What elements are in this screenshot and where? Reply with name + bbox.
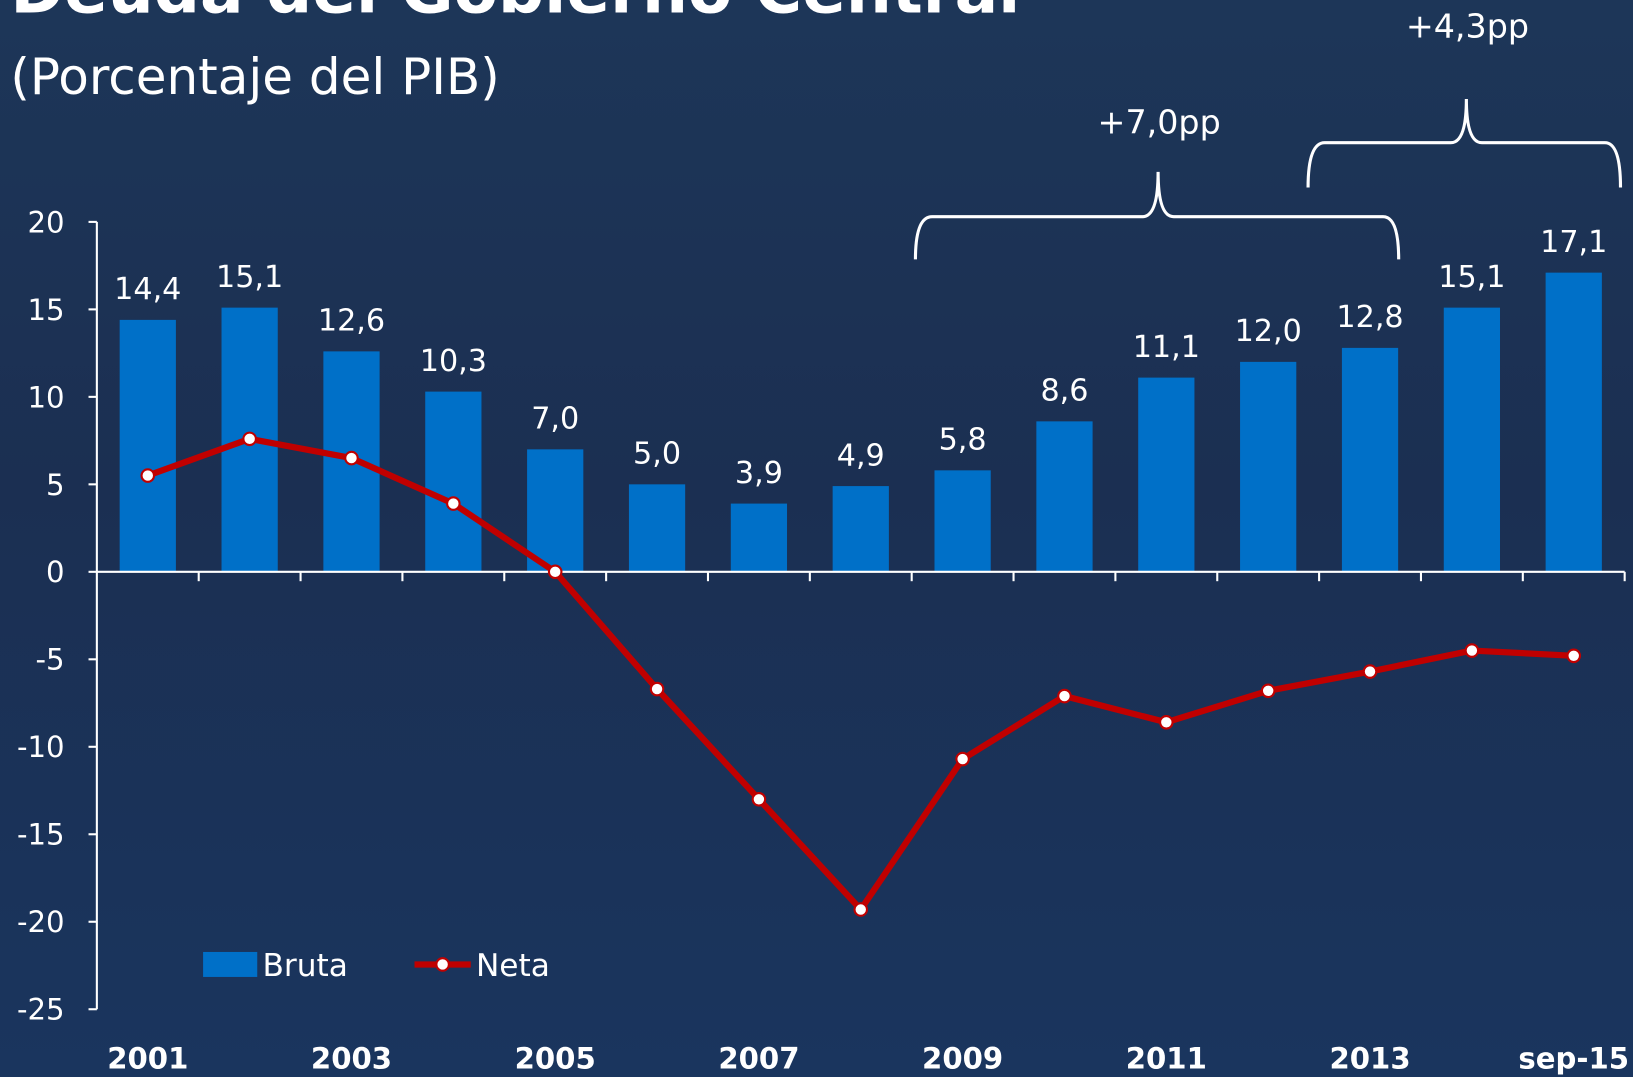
line-marker <box>344 450 359 466</box>
bar <box>934 470 991 572</box>
chart-title: Deuda del Gobierno Central <box>10 0 1020 29</box>
legend-swatch <box>435 957 450 972</box>
y-tick-label: -15 <box>17 818 65 852</box>
line-marker <box>1464 643 1480 658</box>
bar <box>628 484 686 572</box>
line-marker <box>140 468 156 483</box>
x-tick-label: 2011 <box>1126 1042 1207 1076</box>
data-label: 15,1 <box>216 260 283 295</box>
x-tick-label: sep-15 <box>1518 1042 1629 1076</box>
x-tick-label: 2013 <box>1329 1042 1410 1076</box>
bar <box>832 486 889 572</box>
x-tick-label: 2001 <box>107 1042 188 1076</box>
legend-label: Bruta <box>262 948 347 984</box>
legend-swatch <box>203 951 258 977</box>
bar <box>1341 347 1399 572</box>
data-label: 10,3 <box>420 344 487 379</box>
line-marker <box>242 431 257 447</box>
y-tick-label: 5 <box>46 468 65 502</box>
data-label: 12,8 <box>1336 300 1403 335</box>
data-label: 12,6 <box>318 304 385 339</box>
y-tick-label: -20 <box>17 905 65 939</box>
data-label: 12,0 <box>1235 314 1302 349</box>
x-tick-label: 2003 <box>311 1042 392 1076</box>
line-marker <box>1260 683 1276 699</box>
y-tick-label: 20 <box>27 205 64 239</box>
line-marker <box>1362 664 1378 679</box>
data-label: 8,6 <box>1040 374 1088 409</box>
data-label: 4,9 <box>837 438 885 473</box>
line-marker <box>649 681 665 697</box>
x-tick-label: 2007 <box>718 1042 799 1076</box>
bar <box>1443 307 1501 572</box>
bracket <box>913 171 1401 260</box>
data-label: 14,4 <box>114 272 181 307</box>
x-tick-label: 2005 <box>515 1042 596 1076</box>
y-tick-label: 0 <box>46 555 65 589</box>
line-marker <box>1159 715 1174 730</box>
data-label: 5,8 <box>939 423 987 458</box>
data-label: 5,0 <box>633 437 681 472</box>
line-marker <box>853 902 869 917</box>
bar <box>527 449 584 572</box>
annotation: +4,3pp <box>1406 7 1529 46</box>
line-marker <box>547 564 563 580</box>
x-tick-label: 2009 <box>922 1042 1003 1076</box>
data-label: 17,1 <box>1540 225 1607 260</box>
line-marker <box>1566 648 1582 664</box>
bracket <box>1306 99 1623 188</box>
y-tick-label: -5 <box>35 643 64 677</box>
data-label: 15,1 <box>1438 260 1505 295</box>
annotation: +7,0pp <box>1098 102 1221 141</box>
data-label: 3,9 <box>735 456 783 491</box>
bar <box>119 319 176 572</box>
y-tick-label: 10 <box>27 380 64 414</box>
y-tick-label: -25 <box>17 993 65 1027</box>
bar <box>730 503 788 572</box>
bar <box>1036 421 1093 572</box>
bar <box>1545 272 1602 572</box>
line-marker <box>955 751 970 767</box>
line-marker <box>1057 688 1072 704</box>
legend-label: Neta <box>476 948 550 984</box>
line-marker <box>446 496 461 511</box>
chart-subtitle: (Porcentaje del PIB) <box>10 48 499 106</box>
y-tick-label: -10 <box>17 730 65 764</box>
y-tick-label: 15 <box>27 293 64 327</box>
data-label: 11,1 <box>1133 330 1200 365</box>
bar <box>1240 361 1297 572</box>
bar <box>1138 377 1195 572</box>
line-marker <box>751 791 767 807</box>
data-label: 7,0 <box>531 402 579 437</box>
bar <box>425 391 482 572</box>
